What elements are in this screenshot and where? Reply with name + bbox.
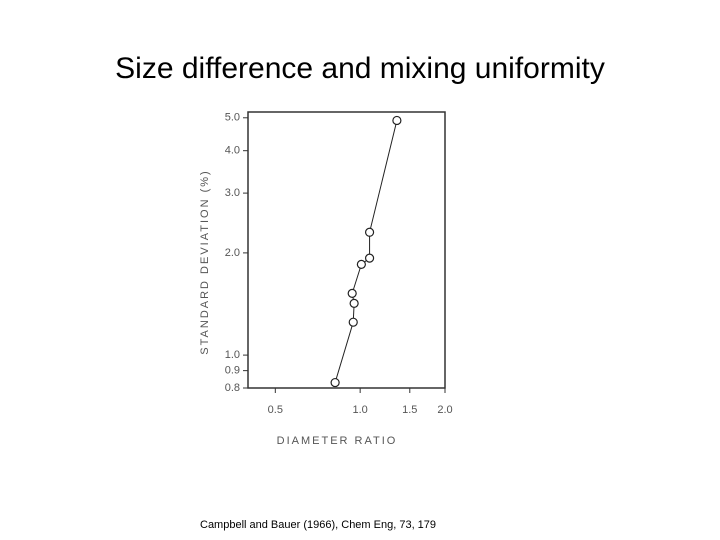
data-point	[330, 377, 340, 388]
plot-frame	[247, 111, 446, 389]
x-tick-label: 0.5	[268, 404, 283, 416]
y-tick-label: 3.0	[225, 187, 240, 199]
slide-title: Size difference and mixing uniformity	[115, 52, 605, 85]
caption: Campbell and Bauer (1966), Chem Eng, 73,…	[200, 519, 436, 531]
data-point	[347, 288, 357, 298]
y-tick-label: 1.0	[225, 349, 240, 361]
series-line	[334, 120, 398, 383]
data-point	[348, 317, 358, 327]
data-point	[349, 298, 359, 308]
y-tick-label: 4.0	[225, 145, 240, 157]
x-tick-label: 1.5	[402, 404, 417, 416]
x-tick-label: 2.0	[437, 404, 452, 416]
x-tick-label: 1.0	[353, 404, 368, 416]
data-point	[392, 115, 402, 126]
data-point	[364, 253, 375, 263]
x-axis-label: DIAMETER RATIO	[277, 435, 398, 447]
y-axis-label: STANDARD DEVIATION (%)	[199, 169, 211, 354]
data-point	[364, 227, 375, 237]
y-tick-label: 5.0	[225, 112, 240, 124]
y-tick-label: 2.0	[225, 247, 240, 259]
y-tick-label: 0.8	[225, 382, 240, 394]
data-point	[356, 259, 366, 269]
y-tick-label: 0.9	[225, 365, 240, 377]
